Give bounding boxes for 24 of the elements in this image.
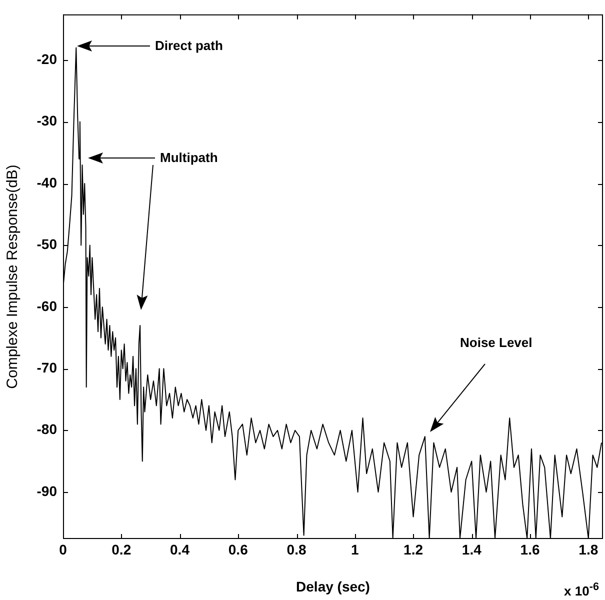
y-axis-title: Complexe Impulse Response(dB) — [4, 164, 22, 389]
x-tick-label: 1.6 — [520, 541, 540, 558]
y-tick-label: -90 — [36, 482, 58, 499]
x-tick-label: 1.4 — [462, 541, 482, 558]
x-tick-label: 0.8 — [286, 541, 306, 558]
y-tick-label: -20 — [36, 50, 58, 67]
y-tick-label: -40 — [36, 174, 58, 190]
x-tick-label: 0.2 — [112, 541, 132, 558]
text: x 10$^{-6}$ — [564, 580, 599, 598]
annotation: Direct path — [155, 38, 223, 53]
x-tick-label: 1.8 — [578, 541, 598, 558]
x-tick-label: 0 — [59, 541, 68, 558]
annotation: Multipath — [160, 150, 218, 165]
y-tick-label: -50 — [36, 236, 58, 252]
x-tick-label: 1 — [350, 541, 359, 558]
annotation: Noise Level — [460, 335, 532, 350]
x-tick-label: 0.4 — [170, 541, 190, 558]
y-tick-label: -60 — [36, 298, 58, 314]
x-tick-label: 0.6 — [228, 541, 248, 558]
y-tick-label: -30 — [36, 112, 58, 129]
y-tick-label: -70 — [36, 360, 58, 376]
x-tick-label: 1.2 — [404, 541, 424, 558]
y-tick-label: -80 — [36, 421, 58, 438]
x-axis-title: Delay (sec) — [296, 578, 370, 594]
